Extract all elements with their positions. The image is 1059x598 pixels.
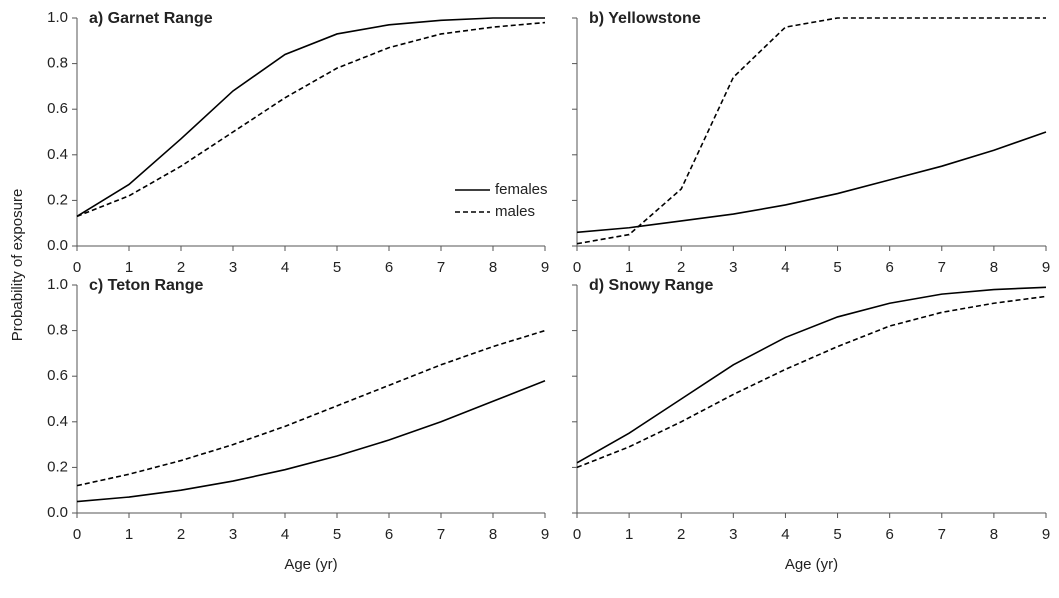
y-tick-label: 0.2 bbox=[47, 191, 68, 208]
x-tick-label: 3 bbox=[229, 526, 237, 543]
x-tick-label: 9 bbox=[1042, 259, 1050, 276]
x-tick-label: 3 bbox=[729, 259, 737, 276]
y-tick-label: 1.0 bbox=[47, 276, 68, 293]
x-tick-label: 0 bbox=[573, 526, 581, 543]
x-tick-label: 4 bbox=[281, 526, 289, 543]
x-tick-label: 7 bbox=[938, 259, 946, 276]
panel-title: d) Snowy Range bbox=[589, 277, 714, 294]
x-tick-label: 2 bbox=[177, 259, 185, 276]
series-line bbox=[576, 286, 1047, 464]
x-tick-label: 0 bbox=[73, 259, 81, 276]
y-axis-label: Probability of exposure bbox=[9, 189, 26, 342]
series-line bbox=[76, 329, 546, 487]
x-tick-label: 8 bbox=[990, 526, 998, 543]
y-tick-label: 1.0 bbox=[47, 9, 68, 26]
x-tick-label: 9 bbox=[541, 259, 549, 276]
legend-label: females bbox=[495, 181, 548, 198]
series-line bbox=[76, 380, 546, 503]
series-line bbox=[76, 21, 546, 218]
x-tick-label: 1 bbox=[125, 526, 133, 543]
x-tick-label: 0 bbox=[73, 526, 81, 543]
x-tick-label: 5 bbox=[833, 526, 841, 543]
x-tick-label: 2 bbox=[177, 526, 185, 543]
x-tick-label: 4 bbox=[781, 526, 789, 543]
x-tick-label: 6 bbox=[885, 526, 893, 543]
panel-title: c) Teton Range bbox=[89, 277, 203, 294]
panel-title: b) Yellowstone bbox=[589, 10, 701, 27]
series-line bbox=[576, 17, 1046, 245]
x-tick-label: 8 bbox=[489, 259, 497, 276]
x-tick-label: 3 bbox=[229, 259, 237, 276]
x-tick-label: 2 bbox=[677, 526, 685, 543]
y-tick-label: 0.4 bbox=[47, 413, 68, 430]
series-line bbox=[576, 131, 1047, 234]
x-tick-label: 1 bbox=[625, 526, 633, 543]
x-tick-label: 7 bbox=[437, 259, 445, 276]
y-tick-label: 0.0 bbox=[47, 504, 68, 521]
x-tick-label: 9 bbox=[1042, 526, 1050, 543]
series-line bbox=[576, 295, 1047, 469]
x-tick-label: 7 bbox=[437, 526, 445, 543]
x-tick-label: 1 bbox=[125, 259, 133, 276]
x-tick-label: 5 bbox=[333, 259, 341, 276]
x-tick-label: 6 bbox=[385, 526, 393, 543]
x-tick-label: 2 bbox=[677, 259, 685, 276]
x-tick-label: 7 bbox=[938, 526, 946, 543]
x-tick-label: 9 bbox=[541, 526, 549, 543]
y-tick-label: 0.6 bbox=[47, 367, 68, 384]
x-tick-label: 6 bbox=[885, 259, 893, 276]
x-tick-label: 1 bbox=[625, 259, 633, 276]
x-tick-label: 4 bbox=[281, 259, 289, 276]
x-tick-label: 8 bbox=[990, 259, 998, 276]
x-tick-label: 0 bbox=[573, 259, 581, 276]
x-axis-label: Age (yr) bbox=[284, 556, 337, 573]
y-tick-label: 0.8 bbox=[47, 55, 68, 72]
x-tick-label: 6 bbox=[385, 259, 393, 276]
y-tick-label: 0.6 bbox=[47, 100, 68, 117]
x-tick-label: 3 bbox=[729, 526, 737, 543]
y-tick-label: 0.2 bbox=[47, 458, 68, 475]
x-tick-label: 8 bbox=[489, 526, 497, 543]
x-tick-label: 4 bbox=[781, 259, 789, 276]
x-axis-label: Age (yr) bbox=[785, 556, 838, 573]
y-tick-label: 0.4 bbox=[47, 146, 68, 163]
legend-label: males bbox=[495, 203, 535, 220]
y-tick-label: 0.8 bbox=[47, 322, 68, 339]
panel-title: a) Garnet Range bbox=[89, 10, 213, 27]
y-tick-label: 0.0 bbox=[47, 237, 68, 254]
series-line bbox=[76, 17, 545, 218]
x-tick-label: 5 bbox=[833, 259, 841, 276]
x-tick-label: 5 bbox=[333, 526, 341, 543]
